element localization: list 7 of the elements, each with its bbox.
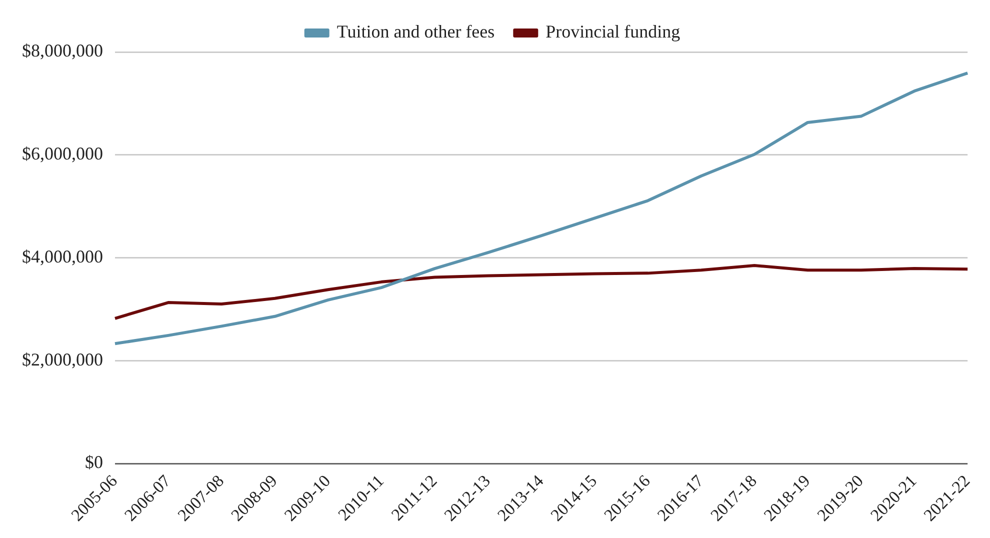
y-tick-label: $0 (85, 452, 103, 472)
legend-label: Tuition and other fees (336, 22, 495, 42)
y-tick-label: $2,000,000 (22, 349, 103, 370)
y-tick-label: $4,000,000 (22, 246, 103, 266)
y-tick-label: $8,000,000 (22, 40, 103, 61)
legend-label: Provincial funding (546, 22, 680, 42)
y-tick-label: $6,000,000 (22, 144, 103, 164)
